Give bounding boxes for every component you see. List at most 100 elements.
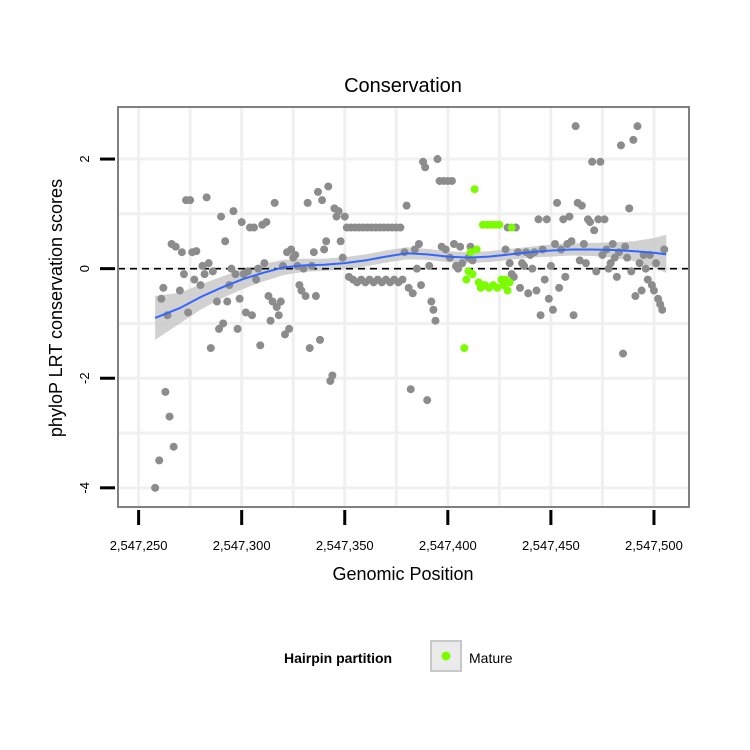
- data-point: [534, 215, 543, 224]
- data-point: [231, 270, 240, 279]
- data-point: [553, 198, 562, 207]
- data-point: [175, 286, 184, 295]
- data-point: [241, 308, 250, 317]
- data-point: [340, 212, 349, 221]
- data-point: [217, 212, 226, 221]
- data-point: [627, 267, 636, 276]
- data-point: [540, 275, 549, 284]
- data-point: [600, 215, 609, 224]
- data-point: [565, 212, 574, 221]
- data-point: [509, 272, 518, 281]
- y-tick-label: 0: [77, 265, 92, 272]
- data-point: [425, 261, 434, 270]
- data-point: [212, 297, 221, 306]
- data-point: [223, 297, 232, 306]
- data-point: [555, 283, 564, 292]
- data-point: [660, 245, 669, 254]
- data-point: [320, 245, 329, 254]
- data-point: [458, 259, 467, 268]
- data-point: [567, 237, 576, 246]
- data-point: [309, 248, 318, 257]
- data-point: [520, 261, 529, 270]
- data-point: [561, 272, 570, 281]
- data-point: [548, 305, 557, 314]
- data-point: [190, 275, 199, 284]
- data-point: [252, 275, 261, 284]
- y-axis: -4 -2 0 2: [77, 155, 115, 494]
- data-point: [581, 259, 590, 268]
- data-point: [324, 182, 333, 191]
- data-point: [264, 292, 273, 301]
- x-axis-title: Genomic Position: [332, 564, 473, 584]
- data-point: [221, 237, 230, 246]
- data-point: [202, 193, 211, 202]
- data-point: [398, 275, 407, 284]
- data-point: [658, 305, 667, 314]
- data-point: [524, 289, 533, 298]
- data-point: [505, 259, 514, 268]
- data-point: [606, 259, 615, 268]
- data-point: [501, 245, 510, 254]
- data-point: [546, 261, 555, 270]
- data-point: [429, 305, 438, 314]
- data-point-mature: [462, 275, 471, 284]
- data-point: [406, 385, 415, 394]
- data-point: [633, 122, 642, 131]
- data-point: [417, 281, 426, 290]
- data-point: [542, 215, 551, 224]
- data-point: [641, 264, 650, 273]
- y-tick-label: 2: [77, 155, 92, 162]
- data-point: [336, 237, 345, 246]
- data-point: [637, 286, 646, 295]
- data-point: [610, 253, 619, 262]
- data-point: [427, 297, 436, 306]
- confidence-ribbon: [155, 234, 667, 340]
- data-point: [157, 294, 166, 303]
- data-point: [155, 456, 164, 465]
- data-point: [297, 286, 306, 295]
- data-point: [260, 259, 269, 268]
- smooth-line-layer: [154, 248, 667, 319]
- data-point: [410, 245, 419, 254]
- data-point: [635, 259, 644, 268]
- data-point: [276, 297, 285, 306]
- data-point: [305, 344, 314, 353]
- data-point: [256, 341, 265, 350]
- data-point: [206, 344, 215, 353]
- data-point-mature: [495, 220, 504, 229]
- data-point: [423, 396, 432, 405]
- smooth-line: [154, 248, 667, 319]
- x-tick-label: 2,547,400: [419, 538, 477, 553]
- data-point: [270, 198, 279, 207]
- data-point: [592, 267, 601, 276]
- data-point: [643, 275, 652, 284]
- data-point: [215, 324, 224, 333]
- data-point: [590, 226, 599, 235]
- data-point: [285, 324, 294, 333]
- data-point-mature: [466, 248, 475, 257]
- data-point: [262, 218, 271, 227]
- data-point: [165, 412, 174, 421]
- data-point: [268, 297, 277, 306]
- data-point: [594, 215, 603, 224]
- data-point: [631, 292, 640, 301]
- chart-title: Conservation: [344, 75, 462, 97]
- data-point: [621, 242, 630, 251]
- data-point: [159, 283, 168, 292]
- data-point: [569, 311, 578, 320]
- data-point: [596, 157, 605, 166]
- data-point: [171, 242, 180, 251]
- legend-label-mature: Mature: [469, 650, 513, 666]
- data-point-mature: [507, 223, 516, 232]
- data-point: [316, 335, 325, 344]
- data-point: [396, 223, 405, 232]
- data-point-mature: [472, 245, 481, 254]
- data-point-mature: [505, 278, 514, 287]
- y-tick-label: -4: [77, 482, 92, 494]
- y-axis-title: phyloP LRT conservation scores: [46, 179, 66, 437]
- data-point: [404, 283, 413, 292]
- data-point: [184, 308, 193, 317]
- data-point: [254, 264, 263, 273]
- data-point: [421, 163, 430, 172]
